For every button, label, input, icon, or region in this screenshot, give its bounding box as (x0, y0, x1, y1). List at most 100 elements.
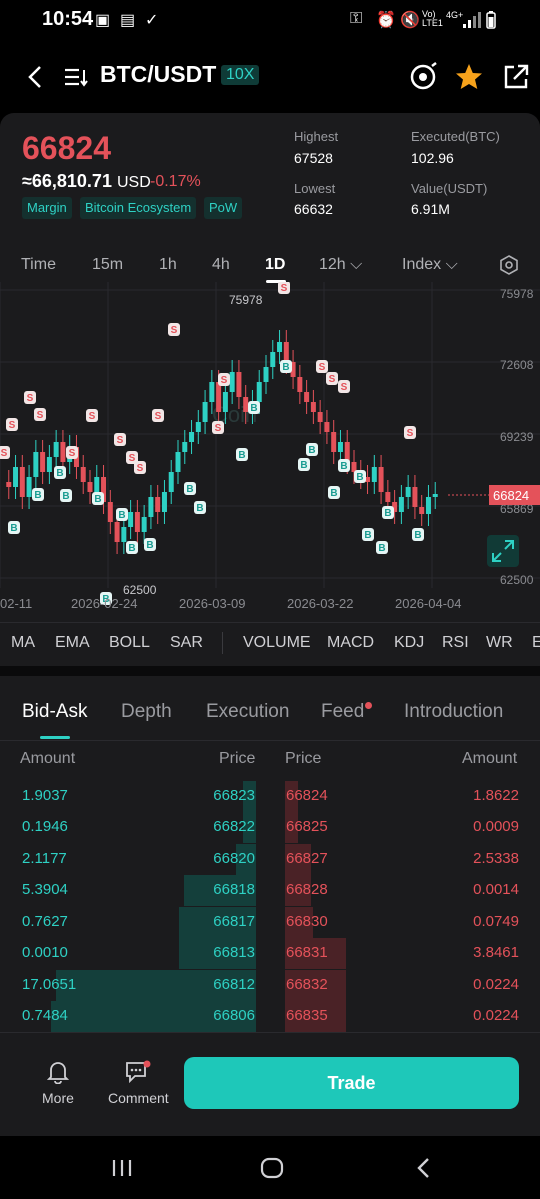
last-price-tag-text: 66824 (493, 488, 529, 503)
marker-letter: B (282, 362, 289, 373)
lowest-value: 66632 (294, 201, 333, 217)
ask-depth-bar (285, 781, 298, 812)
orderbook-row[interactable]: 17.0651 66812 66832 0.0224 (0, 970, 540, 1001)
tf-time[interactable]: Time (21, 256, 56, 273)
indicator-ema[interactable]: EMA (55, 634, 90, 651)
nav-back-icon[interactable] (414, 1157, 432, 1179)
comment-icon[interactable] (125, 1060, 151, 1084)
buy-marker (354, 470, 366, 483)
tag-bitcoin-ecosystem[interactable]: Bitcoin Ecosystem (80, 197, 197, 219)
tag-margin[interactable]: Margin (22, 197, 72, 219)
pair-menu-icon[interactable] (63, 66, 89, 88)
marker-letter: S (281, 283, 288, 294)
sell-marker (24, 391, 36, 404)
orderbook-row[interactable]: 0.1946 66822 66825 0.0009 (0, 812, 540, 843)
tf-1h[interactable]: 1h (159, 256, 177, 273)
indicator-macd[interactable]: MACD (327, 634, 375, 651)
fullscreen-button[interactable] (487, 535, 519, 567)
orderbook-row[interactable]: 0.7627 66817 66830 0.0749 (0, 907, 540, 938)
bid-amount: 0.0010 (22, 944, 68, 961)
chart-settings-icon[interactable] (499, 255, 519, 275)
buy-marker (248, 401, 260, 414)
tab-execution[interactable]: Execution (206, 701, 290, 722)
comment-label[interactable]: Comment (108, 1090, 169, 1106)
candle-body (216, 382, 222, 412)
bell-icon[interactable] (47, 1060, 69, 1084)
x-axis: 02-11 2026-02-24 2026-03-09 2026-03-22 2… (0, 596, 462, 611)
trade-button[interactable]: Trade (184, 1057, 519, 1109)
sell-marker (114, 433, 126, 446)
bid-price: 66822 (213, 818, 255, 835)
more-label[interactable]: More (42, 1090, 74, 1106)
tab-feed[interactable]: Feed (321, 701, 365, 722)
sell-marker (86, 409, 98, 422)
indicator-divider-top (0, 622, 540, 623)
chevron-down-icon: ⌵ (350, 256, 363, 273)
tab-bid-ask[interactable]: Bid-Ask (22, 701, 88, 722)
bid-price-header: Price (219, 750, 256, 767)
tf-15m[interactable]: 15m (92, 256, 124, 273)
candle-body (209, 382, 215, 402)
buy-marker (8, 521, 20, 534)
candle-body (80, 467, 86, 482)
watch-icon[interactable] (408, 62, 438, 92)
buy-marker (54, 466, 66, 479)
candle-body (270, 352, 276, 367)
orderbook-row[interactable]: 1.9037 66823 66824 1.8622 (0, 781, 540, 812)
clock: 10:54 (42, 8, 94, 30)
tf-4h[interactable]: 4h (212, 256, 230, 273)
candle-body (297, 377, 303, 392)
bid-price: 66823 (213, 787, 255, 804)
tab-introduction[interactable]: Introduction (404, 701, 504, 722)
candle-body (392, 502, 398, 512)
buy-marker (376, 541, 388, 554)
indicator-kdj[interactable]: KDJ (394, 634, 425, 651)
candle-body (283, 342, 289, 362)
tf-1d[interactable]: 1D (265, 256, 286, 273)
y-tick: 62500 (500, 573, 534, 587)
candle-body (222, 392, 228, 412)
marker-letter: S (137, 463, 144, 474)
indicator-more[interactable]: E (532, 634, 540, 651)
candle-body (378, 467, 384, 492)
recent-apps-icon[interactable] (111, 1158, 133, 1178)
back-icon[interactable] (26, 65, 44, 89)
sell-marker (126, 451, 138, 464)
buy-marker (306, 443, 318, 456)
marker-letter: B (330, 488, 337, 499)
candle-body (317, 412, 323, 422)
orderbook-row[interactable]: 5.3904 66818 66828 0.0014 (0, 875, 540, 906)
share-icon[interactable] (502, 63, 530, 91)
tab-depth[interactable]: Depth (121, 701, 172, 722)
network-type: 4G+ (446, 10, 464, 20)
x-tick: 2026-02-24 (71, 596, 138, 611)
tag-pow[interactable]: PoW (204, 197, 243, 219)
ask-amount-header: Amount (462, 750, 518, 767)
executed-value: 102.96 (411, 150, 454, 166)
indicator-boll[interactable]: BOLL (109, 634, 150, 651)
marker-letter: B (414, 530, 421, 541)
tf-12h[interactable]: 12h ⌵ (319, 256, 363, 273)
pair-title[interactable]: BTC/USDT (100, 61, 217, 87)
x-tick: 2026-04-04 (395, 596, 462, 611)
tf-index[interactable]: Index ⌵ (402, 256, 458, 273)
buy-marker (236, 448, 248, 461)
indicator-volume[interactable]: VOLUME (243, 634, 311, 651)
candle-body (13, 467, 19, 487)
orderbook-row[interactable]: 2.1177 66820 66827 2.5338 (0, 844, 540, 875)
indicator-rsi[interactable]: RSI (442, 634, 469, 651)
bid-amount-header: Amount (20, 750, 76, 767)
home-icon[interactable] (260, 1157, 284, 1179)
indicator-wr[interactable]: WR (486, 634, 513, 651)
candle-body (398, 497, 404, 512)
indicator-sar[interactable]: SAR (170, 634, 203, 651)
orderbook-row[interactable]: 0.7484 66806 66835 0.0224 (0, 1001, 540, 1032)
orderbook-row[interactable]: 0.0010 66813 66831 3.8461 (0, 938, 540, 969)
indicator-ma[interactable]: MA (11, 634, 35, 651)
bid-depth-bar (51, 1001, 256, 1032)
bid-amount: 0.7484 (22, 1007, 68, 1024)
favorite-star-icon[interactable] (454, 62, 484, 92)
candle-body (229, 372, 235, 392)
ask-depth-bar (285, 844, 311, 875)
